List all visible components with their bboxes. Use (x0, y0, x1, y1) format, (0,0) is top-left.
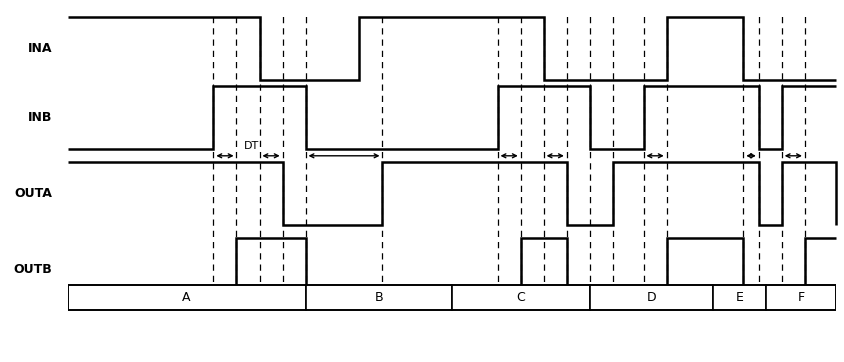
Bar (590, 285, 712, 310)
Bar (712, 285, 766, 310)
Text: DT: DT (244, 141, 259, 151)
Bar (306, 285, 452, 310)
Text: INB: INB (28, 111, 52, 125)
Text: A: A (182, 291, 191, 304)
Text: C: C (517, 291, 525, 304)
Bar (68, 285, 306, 310)
Text: OUTB: OUTB (14, 263, 52, 276)
Bar (68, 285, 836, 310)
Text: F: F (798, 291, 804, 304)
Text: E: E (736, 291, 744, 304)
Bar (766, 285, 836, 310)
Text: OUTA: OUTA (14, 187, 52, 200)
Bar (452, 285, 590, 310)
Text: INA: INA (28, 42, 52, 55)
Text: D: D (647, 291, 656, 304)
Text: B: B (374, 291, 383, 304)
